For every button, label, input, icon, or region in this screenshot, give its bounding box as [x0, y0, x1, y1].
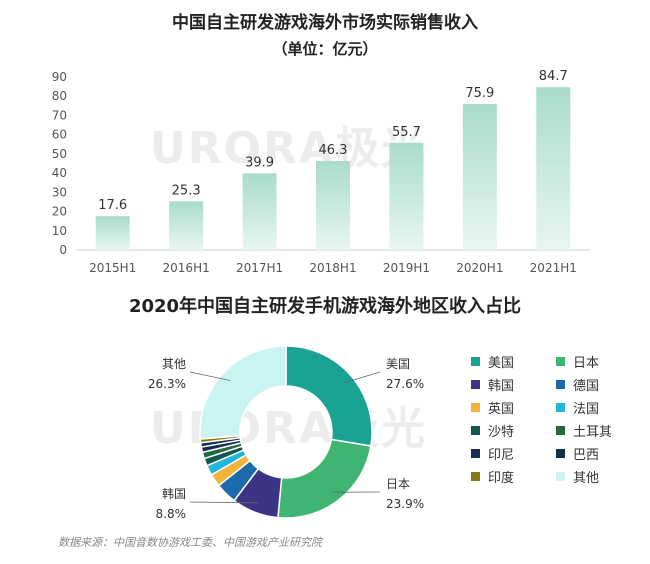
slice-label-percent: 8.8% — [156, 507, 187, 521]
legend-swatch — [556, 425, 565, 435]
x-tick-label: 2015H1 — [89, 261, 136, 275]
legend-item: 美国 — [471, 352, 556, 371]
slice-label-name: 美国 — [386, 357, 410, 371]
y-tick-label: 80 — [52, 89, 67, 103]
donut-chart: 美国 27.6% 日本 23.9% 韩国 8.8% 其他 26.3% — [148, 345, 424, 521]
bar-chart-subtitle: （单位：亿元） — [272, 40, 378, 58]
bar-value-label: 75.9 — [465, 86, 494, 101]
legend-item: 法国 — [556, 398, 641, 417]
y-tick-label: 70 — [52, 108, 67, 122]
legend-item: 印度 — [471, 467, 556, 486]
bar-value-label: 46.3 — [319, 143, 348, 158]
bar-2016H1 — [169, 201, 204, 250]
legend-item: 韩国 — [471, 375, 556, 394]
x-tick-label: 2019H1 — [383, 261, 430, 275]
slice-label-percent: 26.3% — [148, 377, 186, 391]
y-tick-label: 90 — [52, 70, 67, 84]
legend-swatch — [556, 471, 565, 481]
y-tick-label: 20 — [52, 205, 67, 219]
legend-item: 土耳其 — [556, 421, 641, 440]
legend-label: 沙特 — [488, 424, 515, 440]
legend-label: 英国 — [488, 401, 515, 417]
legend-swatch — [556, 402, 565, 412]
legend-label: 巴西 — [573, 447, 600, 463]
bar-2019H1 — [389, 142, 424, 250]
x-tick-label: 2021H1 — [530, 261, 577, 275]
x-tick-label: 2018H1 — [309, 261, 356, 275]
legend-swatch — [556, 448, 565, 458]
y-tick-label: 40 — [52, 166, 67, 180]
legend-label: 印度 — [488, 470, 515, 486]
bar-value-label: 55.7 — [392, 125, 421, 140]
legend-swatch — [471, 379, 480, 389]
source-note: 数据来源：中国音数协游戏工委、中国游戏产业研究院 — [58, 536, 322, 549]
leader-line — [343, 371, 381, 384]
legend-item: 巴西 — [556, 444, 641, 463]
legend-label: 美国 — [488, 355, 515, 371]
y-tick-label: 10 — [52, 224, 67, 238]
bar-2015H1 — [95, 216, 130, 250]
legend-item: 英国 — [471, 398, 556, 417]
bar-chart-title: 中国自主研发游戏海外市场实际销售收入 — [172, 13, 478, 33]
legend-swatch — [556, 356, 565, 366]
slice-美国 — [285, 345, 373, 447]
slice-日本 — [277, 438, 372, 519]
pie-legend: 美国 日本韩国 德国英国 法国沙特 土耳其印尼 巴西印度 其他 — [471, 352, 641, 486]
legend-label: 印尼 — [488, 447, 515, 463]
legend-item: 沙特 — [471, 421, 556, 440]
legend-label: 韩国 — [488, 378, 515, 394]
legend-item: 印尼 — [471, 444, 556, 463]
slice-label-name: 日本 — [386, 477, 410, 491]
bar-value-label: 17.6 — [98, 198, 127, 213]
legend-label: 其他 — [573, 470, 600, 486]
legend-swatch — [471, 356, 480, 366]
legend-label: 德国 — [573, 378, 600, 394]
bar-value-label: 84.7 — [539, 69, 568, 84]
slice-其他 — [199, 345, 287, 440]
bar-value-label: 25.3 — [172, 183, 201, 198]
slice-label-name: 其他 — [162, 357, 186, 371]
slice-label-percent: 27.6% — [386, 377, 424, 391]
bar-value-label: 39.9 — [245, 155, 274, 170]
leader-line — [189, 501, 259, 504]
legend-item: 德国 — [556, 375, 641, 394]
y-tick-label: 60 — [52, 128, 67, 142]
y-tick-label: 0 — [59, 243, 67, 257]
legend-label: 日本 — [573, 355, 600, 371]
bar-2017H1 — [242, 173, 277, 250]
x-tick-label: 2017H1 — [236, 261, 283, 275]
bar-2021H1 — [536, 87, 571, 250]
legend-swatch — [471, 448, 480, 458]
bar-2018H1 — [316, 161, 350, 250]
slice-label-percent: 23.9% — [386, 497, 424, 511]
slice-label-name: 韩国 — [162, 486, 186, 501]
legend-swatch — [471, 471, 480, 481]
legend-swatch — [471, 402, 480, 412]
x-tick-label: 2020H1 — [456, 261, 503, 275]
legend-swatch — [556, 379, 565, 389]
legend-label: 土耳其 — [573, 424, 613, 440]
legend-swatch — [471, 425, 480, 435]
leader-line — [189, 371, 231, 381]
y-tick-label: 30 — [52, 185, 67, 199]
bar-chart: 0 10 20 30 40 50 60 70 80 90 17.6 2015H1 25.3 2016H1 3… — [52, 69, 590, 275]
y-tick-label: 50 — [52, 147, 67, 161]
legend-item: 日本 — [556, 352, 641, 371]
bar-2020H1 — [462, 104, 497, 250]
x-tick-label: 2016H1 — [163, 261, 210, 275]
pie-chart-title: 2020年中国自主研发手机游戏海外地区收入占比 — [128, 296, 522, 317]
legend-label: 法国 — [573, 401, 600, 417]
legend-item: 其他 — [556, 467, 641, 486]
